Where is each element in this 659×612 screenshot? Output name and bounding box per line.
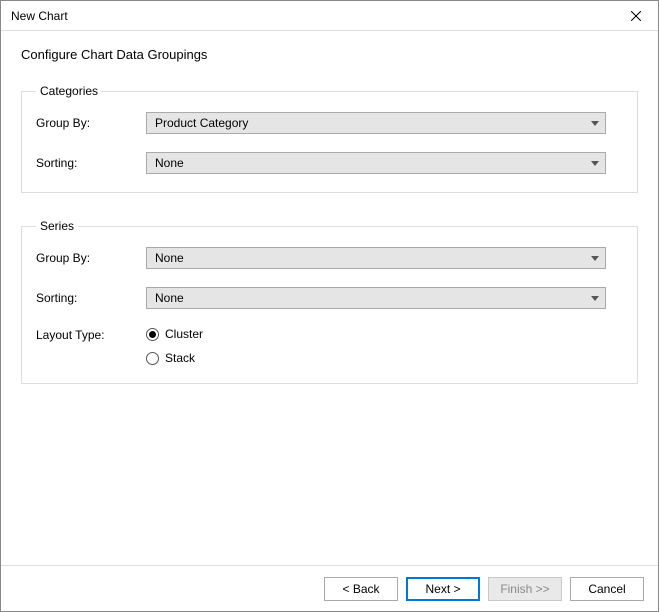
back-button[interactable]: < Back (324, 577, 398, 601)
layout-radio-cluster[interactable]: Cluster (146, 327, 203, 341)
window-title: New Chart (11, 9, 68, 23)
series-group: Series Group By: None Sorting: None Layo… (21, 219, 638, 384)
series-sorting-row: Sorting: None (36, 287, 623, 309)
series-layout-row: Layout Type: Cluster Stack (36, 327, 623, 365)
wizard-footer: < Back Next > Finish >> Cancel (1, 565, 658, 611)
chevron-down-icon (591, 121, 599, 126)
layout-radio-cluster-label: Cluster (165, 327, 203, 341)
finish-button: Finish >> (488, 577, 562, 601)
series-sorting-value: None (155, 291, 184, 305)
layout-radio-stack-label: Stack (165, 351, 195, 365)
series-layout-label: Layout Type: (36, 327, 146, 342)
series-sorting-label: Sorting: (36, 291, 146, 305)
chevron-down-icon (591, 161, 599, 166)
categories-sorting-select[interactable]: None (146, 152, 606, 174)
radio-icon (146, 328, 159, 341)
close-icon (631, 11, 641, 21)
categories-groupby-label: Group By: (36, 116, 146, 130)
close-button[interactable] (613, 1, 658, 31)
categories-legend: Categories (36, 84, 102, 98)
categories-sorting-value: None (155, 156, 184, 170)
series-groupby-value: None (155, 251, 184, 265)
categories-group: Categories Group By: Product Category So… (21, 84, 638, 193)
series-groupby-label: Group By: (36, 251, 146, 265)
content-area: Categories Group By: Product Category So… (1, 66, 658, 384)
series-groupby-select[interactable]: None (146, 247, 606, 269)
categories-groupby-value: Product Category (155, 116, 248, 130)
cancel-button[interactable]: Cancel (570, 577, 644, 601)
series-groupby-row: Group By: None (36, 247, 623, 269)
series-sorting-select[interactable]: None (146, 287, 606, 309)
categories-groupby-select[interactable]: Product Category (146, 112, 606, 134)
categories-groupby-row: Group By: Product Category (36, 112, 623, 134)
layout-radio-group: Cluster Stack (146, 327, 203, 365)
categories-sorting-row: Sorting: None (36, 152, 623, 174)
series-legend: Series (36, 219, 78, 233)
titlebar: New Chart (1, 1, 658, 31)
radio-icon (146, 352, 159, 365)
layout-radio-stack[interactable]: Stack (146, 351, 203, 365)
next-button[interactable]: Next > (406, 577, 480, 601)
categories-sorting-label: Sorting: (36, 156, 146, 170)
chevron-down-icon (591, 296, 599, 301)
chevron-down-icon (591, 256, 599, 261)
page-heading: Configure Chart Data Groupings (1, 31, 658, 66)
